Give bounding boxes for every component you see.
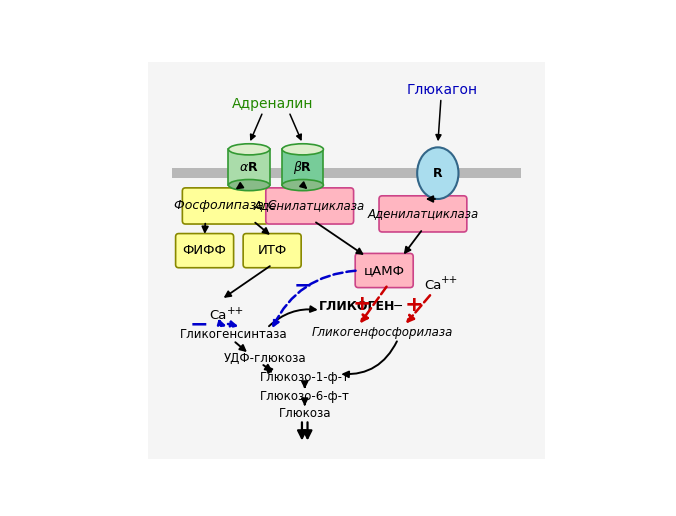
FancyBboxPatch shape: [176, 234, 234, 268]
Text: +: +: [352, 294, 371, 314]
Text: Фосфолипаза С: Фосфолипаза С: [174, 200, 276, 213]
Ellipse shape: [228, 180, 270, 190]
Text: Глюкозо-1-ф-т: Глюкозо-1-ф-т: [260, 372, 349, 384]
Ellipse shape: [228, 144, 270, 155]
Text: ГЛИКОГЕН─: ГЛИКОГЕН─: [318, 300, 402, 313]
FancyBboxPatch shape: [266, 188, 354, 224]
Text: +: +: [405, 295, 423, 315]
Text: R: R: [433, 167, 443, 180]
Text: ФИФФ: ФИФФ: [183, 244, 226, 257]
Bar: [282, 149, 323, 185]
Text: ИТФ: ИТФ: [258, 244, 287, 257]
Text: ++: ++: [226, 305, 244, 316]
Ellipse shape: [282, 144, 323, 155]
Ellipse shape: [417, 148, 458, 199]
Text: Глюкагон: Глюкагон: [406, 83, 477, 96]
FancyBboxPatch shape: [355, 253, 413, 287]
Text: Гликогенфосфорилаза: Гликогенфосфорилаза: [312, 327, 453, 340]
Text: Гликогенсинтаза: Гликогенсинтаза: [179, 328, 287, 341]
Text: $\beta$R: $\beta$R: [293, 159, 312, 176]
Ellipse shape: [282, 180, 323, 190]
Text: −: −: [293, 275, 312, 295]
Text: Глюкозо-6-ф-т: Глюкозо-6-ф-т: [260, 390, 349, 403]
Text: Аденилатциклаза: Аденилатциклаза: [254, 200, 365, 213]
Text: Аденилатциклаза: Аденилатциклаза: [367, 207, 479, 220]
FancyBboxPatch shape: [379, 196, 467, 232]
Text: ++: ++: [441, 276, 458, 285]
Text: Ca: Ca: [210, 309, 226, 322]
FancyBboxPatch shape: [183, 188, 268, 224]
Text: Ca: Ca: [424, 279, 441, 292]
Text: −: −: [190, 314, 209, 334]
Text: УДФ-глюкоза: УДФ-глюкоза: [224, 352, 306, 365]
Text: Адреналин: Адреналин: [232, 96, 314, 110]
FancyBboxPatch shape: [140, 52, 553, 475]
Bar: [228, 149, 270, 185]
Text: цАМФ: цАМФ: [364, 264, 405, 277]
Bar: [172, 168, 521, 179]
FancyBboxPatch shape: [243, 234, 301, 268]
Text: Глюкоза: Глюкоза: [279, 407, 331, 420]
Text: $\alpha$R: $\alpha$R: [239, 160, 259, 174]
